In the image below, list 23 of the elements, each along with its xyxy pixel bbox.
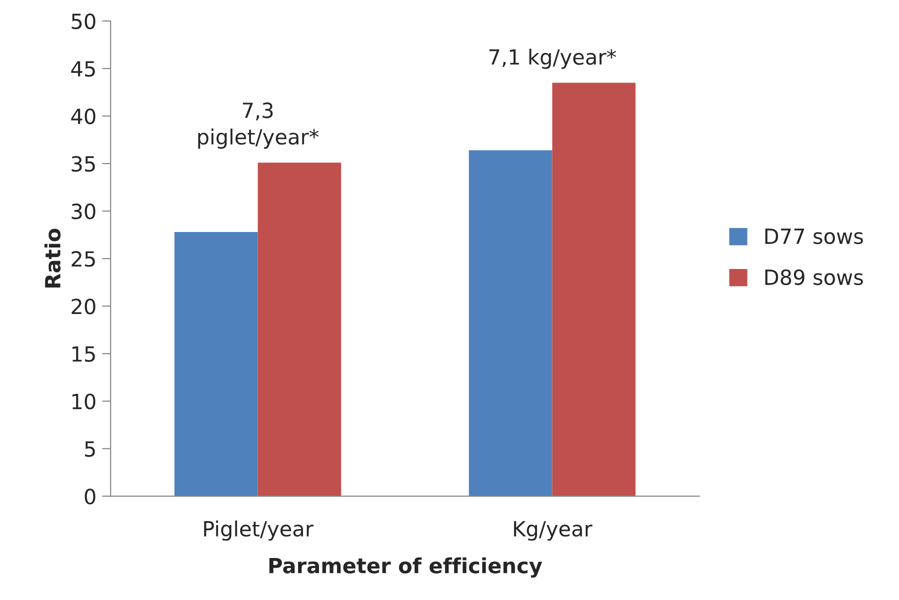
y-tick-label: 50 (72, 13, 96, 30)
annotation: 7,3 piglet/year* (198, 102, 319, 149)
bar (468, 150, 552, 496)
legend-label: D77 sows (765, 228, 863, 244)
x-axis-title: Parameter of efficiency (269, 557, 542, 578)
y-tick-label: 40 (71, 108, 96, 124)
x-tick-label: Kg/year (514, 521, 592, 541)
y-axis-title: Ratio (44, 228, 61, 288)
y-tick-label: 25 (72, 251, 95, 267)
bar (552, 82, 636, 496)
bar (174, 232, 258, 496)
annotation: 7,1 kg/year* (489, 48, 616, 69)
y-tick-label: 45 (71, 61, 95, 77)
y-tick-label: 15 (72, 346, 95, 362)
y-tick-label: 0 (84, 488, 96, 504)
y-tick-label: 30 (72, 204, 96, 220)
y-tick-label: 10 (72, 394, 96, 410)
legend-label: D89 sows (765, 269, 863, 286)
x-tick-label: Piglet/year (204, 520, 314, 541)
y-tick-label: 20 (72, 298, 96, 314)
y-tick-label: 35 (72, 156, 95, 172)
bar (258, 162, 342, 496)
y-tick-label: 5 (85, 441, 95, 457)
